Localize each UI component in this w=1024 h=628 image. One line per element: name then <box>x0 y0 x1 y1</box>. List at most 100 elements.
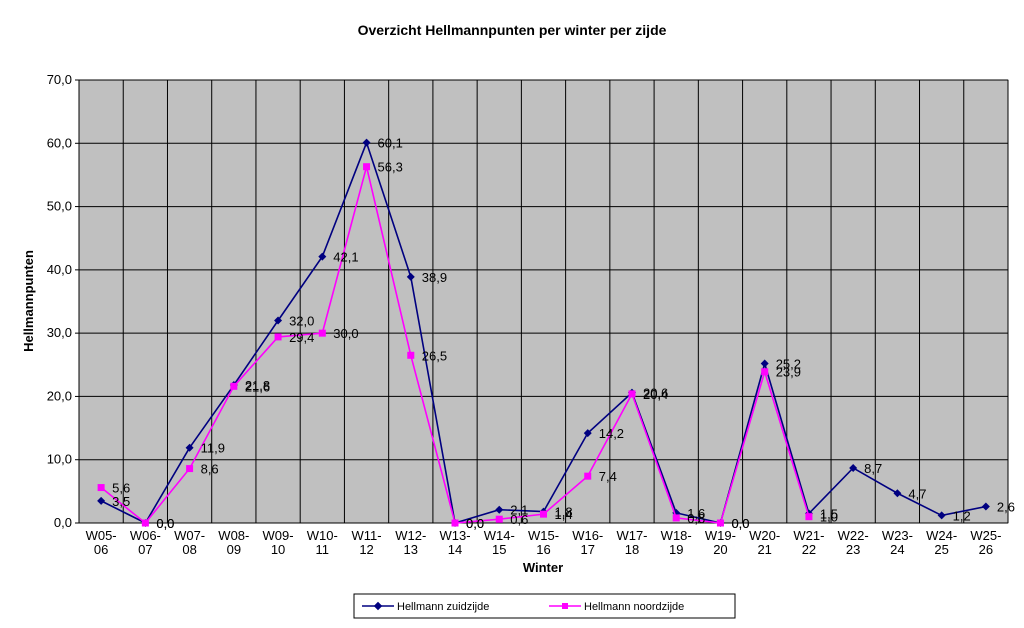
data-label: 30,0 <box>333 326 358 341</box>
data-point <box>97 496 106 505</box>
x-tick-label-line: W07- <box>174 528 205 543</box>
x-tick-label-line: 26 <box>979 542 993 557</box>
y-tick-label: 50,0 <box>47 199 72 214</box>
y-tick-label: 40,0 <box>47 262 72 277</box>
x-tick-label: W13-14 <box>439 528 470 557</box>
x-tick-label-line: W16- <box>572 528 603 543</box>
x-tick-label: W22-23 <box>838 528 869 557</box>
data-label: 4,7 <box>908 486 926 501</box>
data-label: 1,8 <box>555 505 573 520</box>
x-tick-label-line: W05- <box>86 528 117 543</box>
data-label: 0,0 <box>156 516 174 531</box>
y-tick-label: 10,0 <box>47 452 72 467</box>
x-tick-label: W08-09 <box>218 528 249 557</box>
data-point <box>584 472 592 480</box>
data-point <box>274 316 283 325</box>
x-tick-label-line: 25 <box>934 542 948 557</box>
y-tick-label: 30,0 <box>47 325 72 340</box>
x-tick-label-line: W06- <box>130 528 161 543</box>
data-point <box>185 443 194 452</box>
x-tick-label-line: 16 <box>536 542 550 557</box>
data-label: 8,7 <box>864 461 882 476</box>
y-axis: 0,0 10,0 20,0 30,0 40,0 50,0 60,0 70,0 <box>47 72 79 530</box>
y-tick-label: 60,0 <box>47 135 72 150</box>
x-tick-label-line: 19 <box>669 542 683 557</box>
data-point <box>318 252 327 261</box>
x-tick-label-line: W22- <box>838 528 869 543</box>
x-tick-label-line: W17- <box>616 528 647 543</box>
x-tick-label: W23-24 <box>882 528 913 557</box>
data-label: 23,9 <box>776 365 801 380</box>
x-tick-label-line: W08- <box>218 528 249 543</box>
data-point <box>318 329 326 337</box>
x-tick-label-line: 09 <box>227 542 241 557</box>
x-tick-label-line: 23 <box>846 542 860 557</box>
x-tick-label-line: 10 <box>271 542 285 557</box>
data-label: 42,1 <box>333 250 358 265</box>
data-label: 5,6 <box>112 481 130 496</box>
x-tick-label-line: 13 <box>404 542 418 557</box>
data-point <box>937 511 946 520</box>
data-label: 38,9 <box>422 270 447 285</box>
data-label: 0,0 <box>731 516 749 531</box>
x-tick-label-line: W18- <box>661 528 692 543</box>
data-label: 0,8 <box>687 511 705 526</box>
data-label: 8,6 <box>201 462 219 477</box>
data-label: 29,4 <box>289 330 314 345</box>
x-tick-label-line: W20- <box>749 528 780 543</box>
legend-marker-noord <box>562 603 568 609</box>
x-tick-label-line: W13- <box>439 528 470 543</box>
data-label: 20,6 <box>643 386 668 401</box>
x-tick-label-line: 21 <box>757 542 771 557</box>
data-point <box>230 382 238 390</box>
y-tick-label: 0,0 <box>54 515 72 530</box>
x-tick-label-line: 20 <box>713 542 727 557</box>
data-labels: 3,50,011,921,832,042,160,138,90,02,1 1,81… <box>112 136 1015 531</box>
data-point <box>141 519 149 527</box>
data-point <box>716 519 724 527</box>
data-point <box>760 359 769 368</box>
data-label: 0,0 <box>731 516 749 531</box>
plot-area <box>78 79 1009 524</box>
x-tick-label-line: W12- <box>395 528 426 543</box>
data-point <box>981 502 990 511</box>
x-tick-label-line: 24 <box>890 542 904 557</box>
data-label: 14,2 <box>599 426 624 441</box>
series-layer <box>97 138 990 527</box>
data-label: 1,0 <box>820 510 838 525</box>
x-tick-label: W21-22 <box>793 528 824 557</box>
data-point <box>628 390 636 398</box>
x-tick-label-line: W15- <box>528 528 559 543</box>
data-point <box>761 368 769 376</box>
y-tick-label: 70,0 <box>47 72 72 87</box>
data-point <box>362 138 371 147</box>
x-tick-label-line: W09- <box>263 528 294 543</box>
x-tick-label-line: 08 <box>182 542 196 557</box>
data-label: 3,5 <box>112 494 130 509</box>
data-label: 32,0 <box>289 313 314 328</box>
legend-box <box>353 593 736 619</box>
x-tick-label-line: 06 <box>94 542 108 557</box>
chart-title: Overzicht Hellmannpunten per winter per … <box>358 22 667 38</box>
x-tick-label: W11-12 <box>351 528 381 557</box>
x-tick-label-line: W19- <box>705 528 736 543</box>
data-label: 0,0 <box>466 516 484 531</box>
x-tick-label-line: 07 <box>138 542 152 557</box>
x-tick-label: W16-17 <box>572 528 603 557</box>
x-tick-label: W06-07 <box>130 528 161 557</box>
data-point <box>406 272 415 281</box>
data-label: 26,5 <box>422 348 447 363</box>
x-tick-label-line: 14 <box>448 542 462 557</box>
data-point <box>849 463 858 472</box>
data-label: 1,5 <box>820 507 838 522</box>
data-point <box>451 519 459 527</box>
x-tick-label: W18-19 <box>661 528 692 557</box>
data-point <box>495 515 503 523</box>
x-axis: W05-06 W06-07 W07-08 W08-09 W09-10 W10-11 W11-… <box>86 528 1002 557</box>
data-point <box>672 514 680 522</box>
data-label: 0,0 <box>466 516 484 531</box>
data-point <box>805 513 813 521</box>
data-label: 25,2 <box>776 357 801 372</box>
data-point <box>186 465 194 473</box>
